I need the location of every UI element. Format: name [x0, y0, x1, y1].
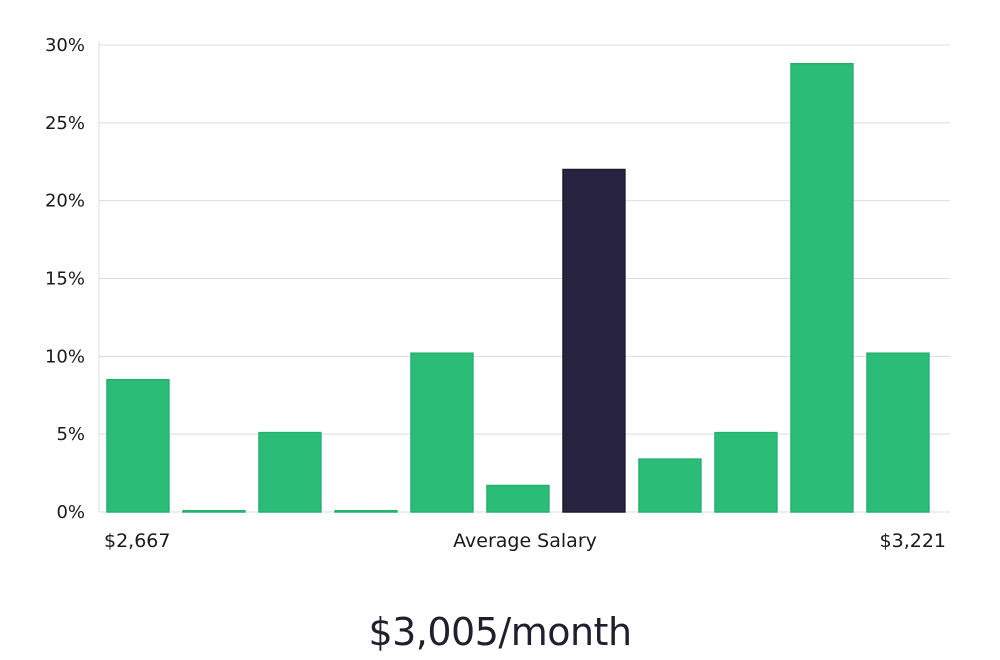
bar	[410, 352, 474, 513]
bar	[790, 62, 854, 513]
y-tick-label: 25%	[45, 113, 85, 134]
y-axis: 0% 5% 10% 15% 20% 25% 30%	[45, 35, 85, 523]
bar	[714, 431, 778, 513]
bar	[106, 378, 170, 513]
bar	[866, 352, 930, 513]
y-tick-label: 20%	[45, 191, 85, 212]
bar	[258, 431, 322, 513]
bar-highlighted	[562, 168, 626, 513]
y-tick-label: 30%	[45, 35, 85, 56]
bar	[334, 510, 398, 513]
y-tick-label: 15%	[45, 269, 85, 290]
salary-distribution-chart: 0% 5% 10% 15% 20% 25% 30% $2,667 Average Salar…	[45, 35, 950, 552]
y-tick-label: 5%	[56, 424, 85, 445]
x-max-label: $3,221	[880, 530, 946, 552]
bar	[486, 484, 550, 513]
y-tick-label: 10%	[45, 346, 85, 367]
average-salary-value: $3,005/month	[368, 610, 632, 654]
y-tick-label: 0%	[56, 502, 85, 523]
bar	[638, 458, 702, 513]
bar	[182, 510, 246, 513]
x-center-label: Average Salary	[453, 530, 597, 552]
bars	[106, 62, 930, 513]
x-min-label: $2,667	[104, 530, 170, 552]
